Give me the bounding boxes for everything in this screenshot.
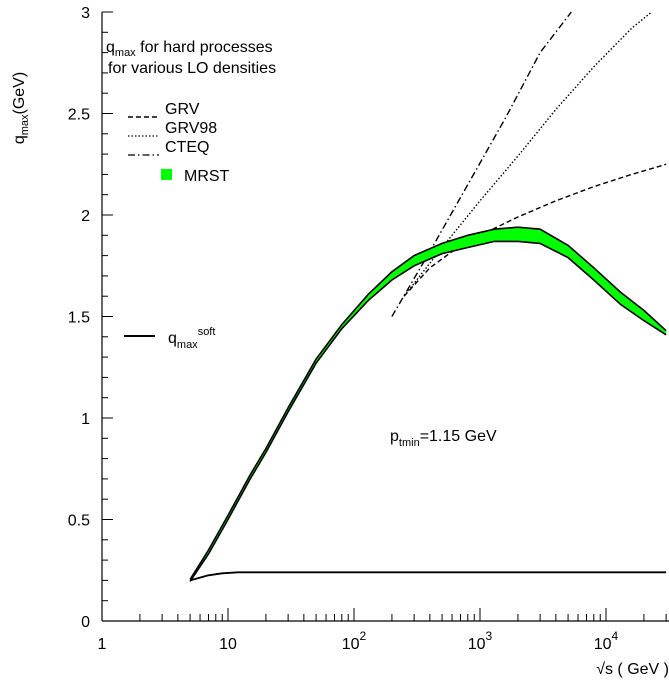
y-tick-label: 2.5 bbox=[68, 107, 90, 124]
series-q-max-soft-line bbox=[189, 571, 667, 582]
title-line-1: qmax for hard processes bbox=[106, 39, 273, 59]
x-tick-label: 1 bbox=[98, 636, 107, 653]
legend-mrst-label: MRST bbox=[184, 168, 230, 185]
legend: GRV GRV98 CTEQ MRST bbox=[128, 101, 230, 185]
y-tick-label: 0.5 bbox=[68, 513, 90, 530]
title-line-1-tail: for hard processes bbox=[136, 39, 273, 56]
series-layer bbox=[189, 11, 667, 582]
x-tick-label: 103 bbox=[468, 629, 493, 653]
ptmin-annotation: ptmin=1.15 GeV bbox=[390, 428, 497, 449]
y-axis-title-sub: max bbox=[19, 114, 31, 135]
soft-label-main: q bbox=[168, 330, 177, 347]
title-line-1-sub: max bbox=[115, 47, 136, 59]
series-cteq-line bbox=[391, 11, 572, 317]
series-grv-line bbox=[403, 163, 667, 297]
soft-label-sup: soft bbox=[198, 326, 216, 338]
x-tick-label: 104 bbox=[594, 629, 619, 653]
x-tick-label: 10 bbox=[219, 636, 237, 653]
series-mrst-upper-edge bbox=[189, 226, 667, 580]
y-ticks: 0 0.5 1 1.5 2 2.5 3 bbox=[68, 5, 113, 631]
x-ticks: 1 10 102 103 104 bbox=[98, 608, 667, 653]
y-axis-title-tail: (GeV) bbox=[11, 72, 28, 115]
annotation-sub: tmin bbox=[399, 437, 420, 449]
y-axis-title-main: q bbox=[11, 135, 28, 144]
annotation-tail: =1.15 GeV bbox=[420, 428, 497, 445]
legend-grv-label: GRV bbox=[165, 101, 200, 118]
soft-label-sub: max bbox=[177, 339, 198, 351]
y-tick-label: 1.5 bbox=[68, 310, 90, 327]
legend-cteq-label: CTEQ bbox=[165, 139, 209, 156]
title-line-1-main: q bbox=[106, 39, 115, 56]
x-tick-label: 102 bbox=[342, 629, 367, 653]
series-grv98-line bbox=[403, 11, 653, 297]
annotation-main: p bbox=[390, 428, 399, 445]
series-mrst-lower-edge bbox=[189, 240, 667, 582]
title-line-2: for various LO densities bbox=[108, 60, 276, 77]
y-tick-label: 0 bbox=[81, 614, 90, 631]
legend-mrst-swatch bbox=[161, 169, 172, 180]
x-axis-title: √s ( GeV ) bbox=[596, 661, 669, 678]
legend-grv98-label: GRV98 bbox=[165, 120, 217, 137]
y-axis-title: qmax(GeV) bbox=[11, 72, 31, 144]
y-tick-label: 2 bbox=[81, 208, 90, 225]
soft-legend-label: qmaxsoft bbox=[168, 326, 215, 351]
y-tick-label: 1 bbox=[81, 411, 90, 428]
y-tick-label: 3 bbox=[81, 5, 90, 22]
